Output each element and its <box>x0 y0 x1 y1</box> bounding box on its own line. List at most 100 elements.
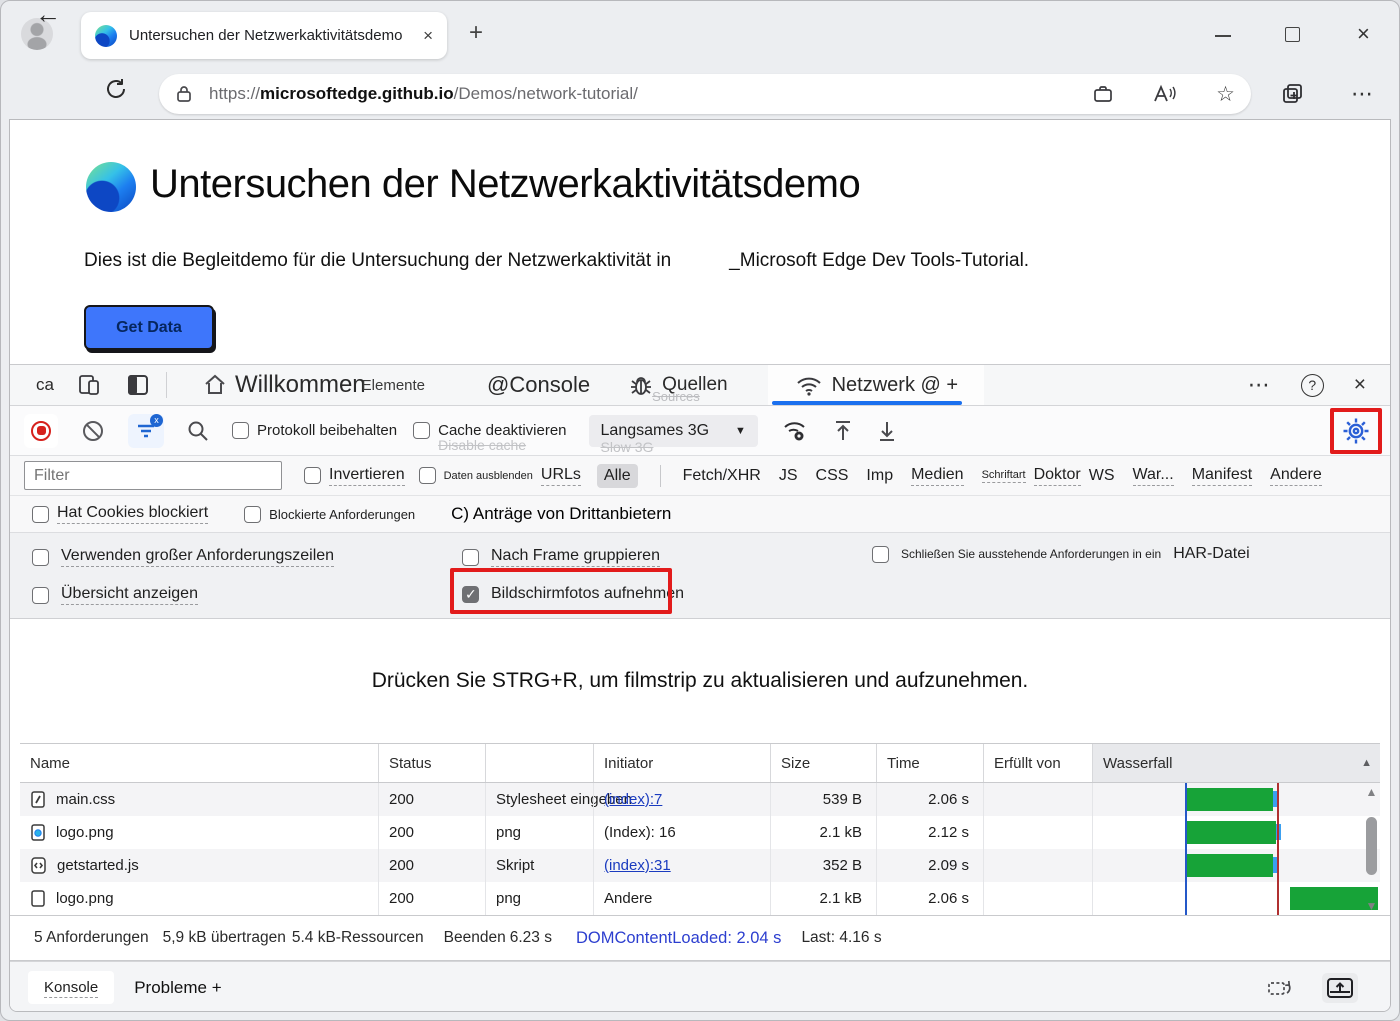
har-option[interactable]: Schließen Sie ausstehende Anforderungen … <box>872 545 1250 563</box>
network-conditions-icon[interactable] <box>780 418 810 444</box>
scroll-up-icon[interactable]: ▲ <box>1365 785 1378 799</box>
urls-label: URLs <box>540 466 581 486</box>
filter-chip-media[interactable]: Medien <box>911 466 964 486</box>
invert-option[interactable]: Invertieren <box>304 466 405 486</box>
import-har-icon[interactable] <box>832 418 854 444</box>
col-time[interactable]: Time <box>876 744 983 782</box>
throttling-select[interactable]: Langsames 3G Slow 3G ▼ <box>588 414 758 455</box>
table-row[interactable]: logo.png 200 png Andere 2.1 kB 2.06 s <box>20 882 1380 915</box>
filter-chip-manifest[interactable]: Manifest <box>1191 466 1253 486</box>
har-checkbox[interactable] <box>872 545 889 563</box>
work-profile-icon[interactable] <box>1092 84 1114 104</box>
filter-chip-wasm[interactable]: War... <box>1132 466 1174 486</box>
minimize-button[interactable] <box>1215 35 1231 37</box>
filter-chip-all[interactable]: Alle <box>596 463 638 488</box>
new-tab-button[interactable]: + <box>469 19 484 46</box>
filter-chip-ws[interactable]: WS <box>1088 466 1115 484</box>
disable-cache-option[interactable]: Cache deaktivieren Disable cache <box>413 422 567 453</box>
devtools-more-icon[interactable]: ⋯ <box>1247 372 1271 397</box>
tab-elements[interactable]: Elemente <box>361 376 426 394</box>
capture-screenshots-option[interactable]: Bildschirmfotos aufnehmen <box>462 585 684 603</box>
drawer-tab-issues[interactable]: Probleme + <box>134 977 222 997</box>
record-button[interactable] <box>24 413 58 448</box>
filter-input[interactable] <box>24 461 282 490</box>
tutorial-link[interactable]: _Microsoft Edge Dev Tools-Tutorial. <box>729 250 1030 271</box>
filter-chip-css[interactable]: CSS <box>815 466 849 484</box>
col-initiator[interactable]: Initiator <box>593 744 770 782</box>
address-bar[interactable]: https://microsoftedge.github.io/Demos/ne… <box>159 74 1251 114</box>
col-fulfilled[interactable]: Erfüllt von <box>983 744 1092 782</box>
big-request-rows-option[interactable]: Verwenden großer Anforderungszeilen <box>32 547 335 567</box>
tab-sources[interactable]: Quellen Sources <box>618 365 738 405</box>
hide-data-urls-option[interactable]: Daten ausblenden URLs <box>418 466 581 486</box>
filter-chip-doc[interactable]: Doktor <box>1033 466 1081 486</box>
filter-chip-img[interactable]: Imp <box>866 466 894 484</box>
blocked-cookies-option[interactable]: Hat Cookies blockiert <box>32 504 209 524</box>
devtools-close-icon[interactable]: × <box>1353 373 1366 396</box>
profile-avatar[interactable] <box>21 18 53 50</box>
export-har-icon[interactable] <box>876 418 898 444</box>
expand-quickview-icon[interactable] <box>1322 972 1358 1003</box>
hide-data-urls-checkbox[interactable] <box>418 467 436 484</box>
drawer-tab-console[interactable]: Konsole <box>28 971 115 1004</box>
disable-cache-checkbox[interactable] <box>413 422 431 439</box>
inspect-element-icon[interactable]: ca <box>36 375 54 394</box>
third-party-label[interactable]: C) Anträge von Drittanbietern <box>451 504 672 523</box>
dock-side-icon[interactable] <box>126 373 152 397</box>
back-button[interactable]: ← <box>35 0 61 29</box>
collections-icon[interactable] <box>1281 82 1305 106</box>
device-emulation-icon[interactable] <box>76 373 102 397</box>
generic-file-icon <box>30 889 46 908</box>
preserve-log-checkbox[interactable] <box>232 422 249 439</box>
initiator-link[interactable]: (index):31 <box>604 857 671 874</box>
preserve-log-option[interactable]: Protokoll beibehalten <box>232 422 397 439</box>
col-type[interactable] <box>485 744 593 782</box>
invert-checkbox[interactable] <box>304 467 321 484</box>
filter-chip-fetchxhr[interactable]: Fetch/XHR <box>682 466 761 484</box>
filter-chip-other[interactable]: Andere <box>1270 466 1322 486</box>
settings-menu-icon[interactable]: ⋯ <box>1351 81 1375 106</box>
tab-welcome[interactable]: Willkommen <box>193 365 376 405</box>
clear-icon[interactable] <box>80 418 106 444</box>
table-row[interactable]: main.css 200 Stylesheet eingeben (index)… <box>20 783 1380 816</box>
device-rotate-icon[interactable] <box>1266 975 1296 1001</box>
blocked-requests-checkbox[interactable] <box>244 505 262 523</box>
initiator-link[interactable]: (index):7 <box>604 791 663 808</box>
table-row[interactable]: getstarted.js 200 Skript (index):31 352 … <box>20 849 1380 882</box>
filter-icon[interactable]: x <box>128 413 164 448</box>
get-data-button[interactable]: Get Data <box>84 305 214 350</box>
show-overview-option[interactable]: Übersicht anzeigen <box>32 585 198 605</box>
waterfall-bar <box>1187 821 1281 844</box>
scrollbar-thumb[interactable] <box>1366 817 1377 875</box>
reload-button[interactable] <box>103 76 129 102</box>
tab-console[interactable]: @Console <box>487 372 591 397</box>
filter-chip-font[interactable]: Schriftart <box>981 468 1026 483</box>
blocked-cookies-checkbox[interactable] <box>32 505 49 523</box>
filter-badge: x <box>150 413 163 427</box>
active-tab-underline <box>771 401 963 405</box>
big-request-rows-checkbox[interactable] <box>32 548 49 566</box>
group-by-frame-checkbox[interactable] <box>462 548 479 566</box>
tab-close-icon[interactable]: × <box>423 25 433 45</box>
blocked-requests-option[interactable]: Blockierte Anforderungen <box>244 505 415 523</box>
browser-tab[interactable]: Untersuchen der Netzwerkaktivitätsdemo × <box>81 12 447 59</box>
search-icon[interactable] <box>186 419 210 443</box>
filter-chip-js[interactable]: JS <box>778 466 798 484</box>
read-aloud-icon[interactable] <box>1152 83 1178 105</box>
show-overview-checkbox[interactable] <box>32 586 49 604</box>
network-settings-gear-icon[interactable] <box>1338 414 1374 448</box>
group-by-frame-option[interactable]: Nach Frame gruppieren <box>462 547 660 567</box>
col-waterfall[interactable]: Wasserfall ▲ <box>1092 744 1380 782</box>
capture-screenshots-checkbox[interactable] <box>462 585 479 603</box>
col-status[interactable]: Status <box>378 744 485 782</box>
help-icon[interactable]: ? <box>1300 373 1324 397</box>
maximize-button[interactable] <box>1285 27 1300 42</box>
scroll-down-icon[interactable]: ▼ <box>1365 899 1378 913</box>
col-name[interactable]: Name <box>30 754 71 772</box>
table-scrollbar[interactable]: ▲ ▼ <box>1363 785 1380 913</box>
table-row[interactable]: logo.png 200 png (Index): 16 2.1 kB 2.12… <box>20 816 1380 849</box>
favorite-star-icon[interactable]: ☆ <box>1216 82 1235 106</box>
col-size[interactable]: Size <box>770 744 876 782</box>
tab-network[interactable]: Netzwerk @ + <box>767 365 985 405</box>
window-close-button[interactable]: × <box>1357 21 1370 46</box>
